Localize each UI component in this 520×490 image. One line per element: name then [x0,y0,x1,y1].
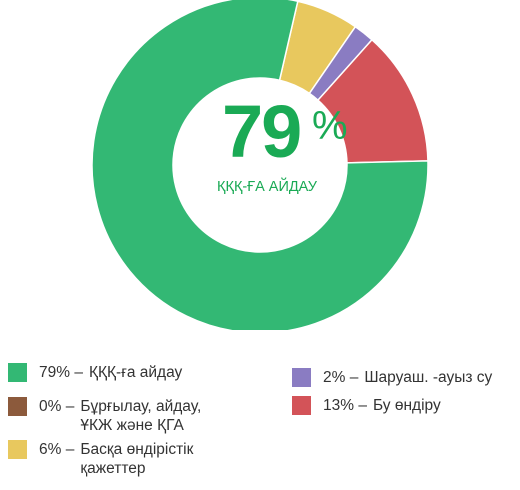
legend-swatch-kkk [8,363,27,382]
legend-item-drinking-water: 2% – Шаруаш. -ауыз су [292,368,492,387]
legend-label-drinking-water: Шаруаш. -ауыз су [364,369,493,386]
legend-item-kkk: 79% – ҚҚҚ-ға айдау [8,363,182,382]
donut-slice-kkk [91,0,429,330]
legend-swatch-drinking-water [292,368,311,387]
legend-percent-other-needs: 6% – [39,441,75,458]
center-label: ҚҚҚ-ҒА АЙДАУ [217,179,317,195]
legend-label-drilling: Бұрғылау, айдау, ҰКЖ және ҚГА [80,398,202,434]
legend-swatch-other-needs [8,440,27,459]
center-value: 79 [222,90,302,173]
center-value-suffix: % [312,104,348,148]
legend-item-steam: 13% – Бу өндіру [292,396,441,415]
legend-label-steam: Бу өндіру [372,397,441,414]
donut-chart [91,0,429,330]
legend-percent-kkk: 79% – [39,364,83,381]
legend-item-other-needs: 6% – Басқа өндірістік қажеттер [8,440,230,478]
legend-label-kkk: ҚҚҚ-ға айдау [88,364,183,381]
legend-percent-drinking-water: 2% – [323,369,359,386]
legend-swatch-drilling [8,397,27,416]
legend-label-other-needs: Басқа өндірістік қажеттер [80,441,194,477]
legend-swatch-steam [292,396,311,415]
legend-item-drilling: 0% – Бұрғылау, айдау, ҰКЖ және ҚГА [8,397,220,435]
legend-percent-drilling: 0% – [39,398,75,415]
legend-percent-steam: 13% – [323,397,367,414]
